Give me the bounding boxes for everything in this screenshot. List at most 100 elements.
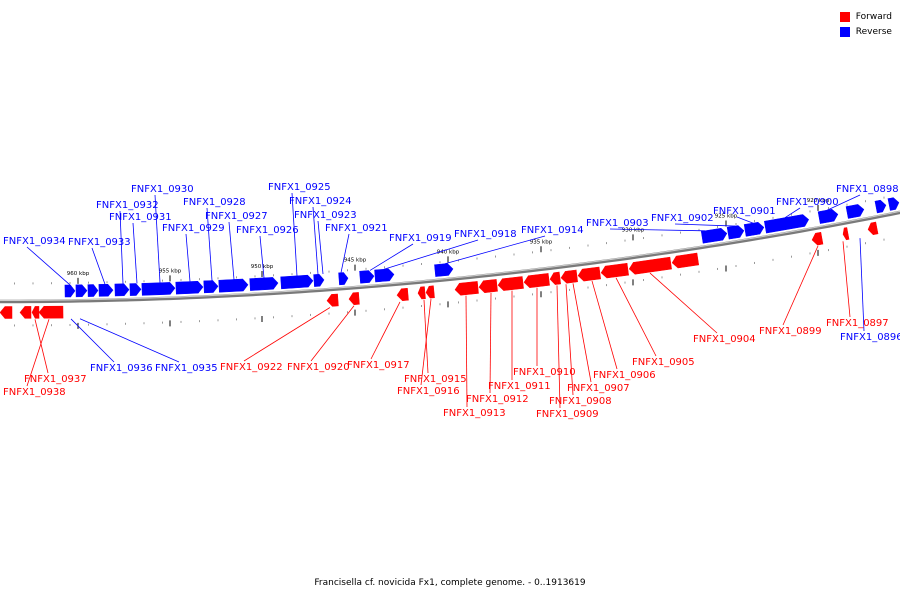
tick-label: 920 kbp <box>807 198 830 204</box>
minor-tick-lower <box>254 317 256 320</box>
minor-tick-upper <box>698 228 700 231</box>
minor-tick-lower <box>643 279 644 282</box>
reverse-gene-arrow <box>874 199 887 214</box>
forward-gene-arrow <box>549 271 561 285</box>
leader-line <box>291 192 298 276</box>
minor-tick-upper <box>495 255 496 258</box>
minor-tick-upper <box>236 276 237 279</box>
leader-line <box>26 246 71 286</box>
reverse-gene-arrow <box>313 274 325 287</box>
minor-tick-upper <box>88 281 89 284</box>
reverse-gene-label: FNFX1_0923 <box>294 210 357 221</box>
reverse-gene-arrow <box>98 283 114 297</box>
minor-tick-upper <box>162 279 163 282</box>
minor-tick-upper <box>254 275 256 278</box>
minor-tick-upper <box>180 278 182 281</box>
reverse-gene-label: FNFX1_0900 <box>776 197 839 208</box>
minor-tick-lower <box>458 301 459 304</box>
minor-tick-lower <box>772 258 774 261</box>
reverse-gene-arrow <box>434 263 454 277</box>
leader-line <box>572 283 592 383</box>
reverse-gene-label: FNFX1_0898 <box>836 184 899 195</box>
forward-gene-arrow <box>425 285 435 299</box>
leader-line <box>591 280 618 370</box>
minor-tick-lower <box>162 321 163 324</box>
minor-tick-upper <box>735 222 737 225</box>
forward-gene-label: FNFX1_0938 <box>3 387 66 398</box>
minor-tick-upper <box>347 269 348 272</box>
leader-line <box>132 222 138 284</box>
leader-line <box>312 206 319 275</box>
minor-tick-lower <box>754 261 755 264</box>
leader-line <box>489 292 492 394</box>
forward-gene-arrow <box>811 231 824 246</box>
leader-line <box>826 194 861 211</box>
leader-line <box>859 238 865 332</box>
minor-tick-upper <box>606 242 607 245</box>
reverse-gene-arrow <box>887 197 900 211</box>
tick-label: 955 kbp <box>159 268 182 274</box>
minor-tick-upper <box>791 213 792 216</box>
minor-tick-upper <box>310 271 311 274</box>
forward-gene-label: FNFX1_0899 <box>759 326 822 337</box>
leader-line <box>615 277 657 357</box>
minor-tick-upper <box>51 282 52 285</box>
minor-tick-lower <box>624 281 626 284</box>
minor-tick-lower <box>680 273 681 276</box>
reverse-gene-label: FNFX1_0902 <box>651 213 714 224</box>
minor-tick-upper <box>772 216 774 219</box>
minor-tick-lower <box>661 276 663 279</box>
forward-gene-arrow <box>417 286 426 300</box>
minor-tick-lower <box>199 320 200 323</box>
reverse-gene-arrow <box>203 280 219 294</box>
forward-gene-label: FNFX1_0905 <box>632 357 695 368</box>
minor-tick-lower <box>698 270 700 273</box>
leader-line <box>444 235 546 265</box>
leader-line <box>556 285 561 409</box>
reverse-gene-label: FNFX1_0933 <box>68 237 131 248</box>
leader-line <box>259 235 265 278</box>
leader-line <box>784 207 801 219</box>
reverse-gene-label: FNFX1_0914 <box>521 225 584 236</box>
leader-line <box>609 228 706 232</box>
forward-gene-label: FNFX1_0917 <box>347 360 410 371</box>
leader-line <box>423 299 429 374</box>
minor-tick-lower <box>32 324 34 327</box>
reverse-gene-arrow <box>845 204 865 219</box>
reverse-gene-arrow <box>129 283 142 296</box>
minor-tick-lower <box>143 322 145 325</box>
forward-gene-label: FNFX1_0906 <box>593 370 656 381</box>
reverse-gene-arrow <box>141 282 176 296</box>
minor-tick-upper <box>883 196 885 199</box>
forward-gene-arrow <box>19 306 32 319</box>
forward-gene-label: FNFX1_0909 <box>536 409 599 420</box>
minor-tick-lower <box>421 305 422 308</box>
leader-line <box>310 305 355 362</box>
forward-gene-arrow <box>478 279 498 293</box>
forward-gene-arrow <box>600 262 629 279</box>
forward-gene-arrow <box>671 252 700 269</box>
reverse-gene-arrow <box>280 274 314 290</box>
minor-tick-upper <box>476 257 478 260</box>
minor-tick-lower <box>328 312 330 315</box>
minor-tick-lower <box>828 249 829 252</box>
minor-tick-upper <box>439 261 441 264</box>
minor-tick-lower <box>846 245 848 248</box>
minor-tick-upper <box>328 270 330 273</box>
leader-line <box>842 241 851 318</box>
tick-label: 925 kbp <box>715 214 738 220</box>
minor-tick-lower <box>384 308 385 311</box>
leader-line <box>340 233 350 273</box>
reverse-gene-arrow <box>87 284 99 297</box>
forward-gene-label: FNFX1_0916 <box>397 386 460 397</box>
reverse-gene-arrow <box>114 283 130 297</box>
tick-label: 935 kbp <box>530 239 553 245</box>
minor-tick-lower <box>883 238 885 241</box>
reverse-gene-label: FNFX1_0926 <box>236 225 299 236</box>
forward-gene-label: FNFX1_0912 <box>466 394 529 405</box>
reverse-gene-label: FNFX1_0930 <box>131 184 194 195</box>
reverse-gene-arrow <box>726 225 745 240</box>
minor-tick-lower <box>365 309 367 312</box>
leader-line <box>243 307 331 362</box>
genome-backbone-highlight <box>0 210 900 301</box>
